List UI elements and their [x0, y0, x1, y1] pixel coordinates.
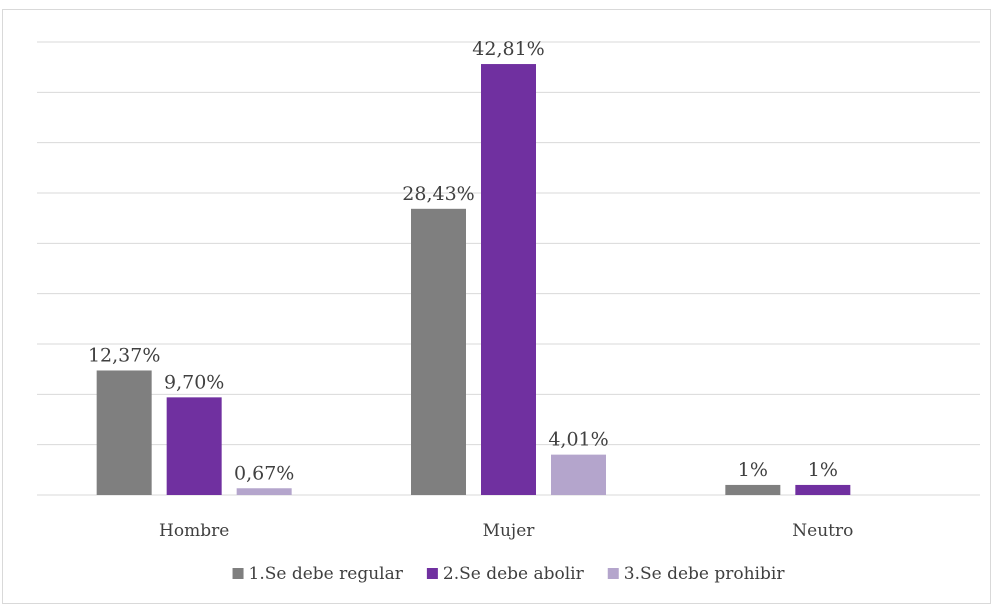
- data-label: 4,01%: [548, 429, 608, 451]
- category-label: Mujer: [483, 521, 536, 541]
- legend-swatch: [607, 568, 619, 579]
- bar: [481, 64, 536, 496]
- data-label: 28,43%: [402, 183, 474, 205]
- bars: [96, 64, 851, 496]
- data-label: 9,70%: [164, 371, 224, 393]
- data-label: 1%: [738, 459, 768, 481]
- legend-swatch: [426, 568, 438, 579]
- category-label: Neutro: [792, 521, 853, 541]
- bar: [411, 208, 466, 495]
- bar: [96, 370, 152, 495]
- legend: 1.Se debe regular 2.Se debe abolir 3.Se de…: [232, 564, 786, 584]
- bar: [236, 488, 292, 495]
- bar: [725, 484, 781, 495]
- legend-label: 2.Se debe abolir: [443, 564, 585, 584]
- bar: [551, 454, 606, 495]
- legend-swatch: [232, 568, 244, 579]
- legend-label: 1.Se debe regular: [249, 564, 404, 584]
- data-labels: 12,37%9,70% 0,67% 28,43% 42,81% 4,01% 1% 1%: [88, 38, 838, 484]
- legend-label: 3.Se debe prohibir: [624, 564, 786, 584]
- data-label: 12,37%: [88, 344, 160, 366]
- data-label: 42,81%: [472, 38, 544, 60]
- bar: [166, 397, 222, 495]
- data-label: 0,67%: [234, 462, 294, 484]
- category-labels: Hombre Mujer Neutro: [159, 521, 853, 541]
- category-label: Hombre: [159, 521, 229, 541]
- data-label: 1%: [808, 459, 838, 481]
- bar: [795, 484, 851, 495]
